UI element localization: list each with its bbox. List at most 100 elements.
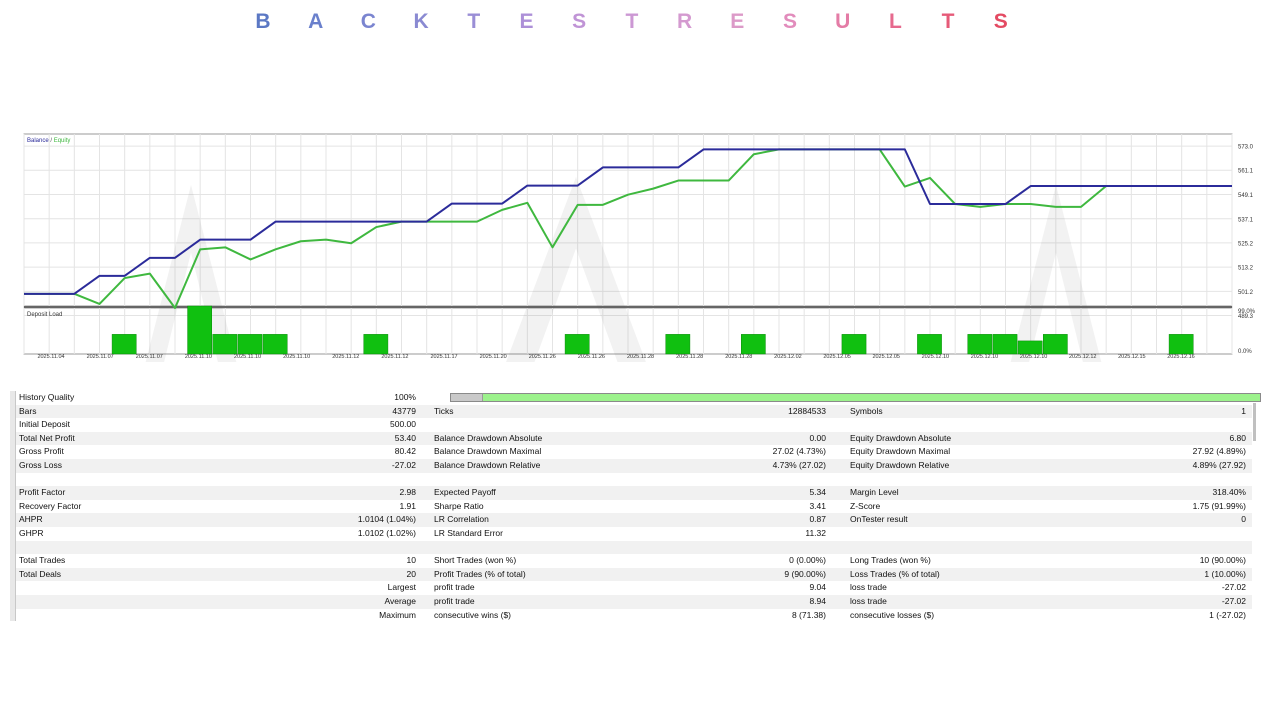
stat-row: GHPR 1.0102 (1.02%) LR Standard Error 11.32 bbox=[16, 527, 1252, 541]
stat-value: 27.02 (4.73%) bbox=[772, 446, 826, 457]
deposit-load-bar bbox=[564, 334, 590, 355]
stat-value bbox=[1126, 418, 1246, 432]
watermark-shape bbox=[145, 185, 237, 362]
stat-label: Total Trades bbox=[19, 555, 66, 566]
scrollbar[interactable] bbox=[1253, 403, 1256, 441]
deposit-load-bar bbox=[967, 334, 993, 355]
stat-value: 11.32 bbox=[805, 528, 826, 538]
stat-value: 1.75 (91.99%) bbox=[1192, 500, 1246, 511]
stat-row: Gross Profit 80.42 Balance Drawdown Maxima… bbox=[16, 445, 1252, 459]
history-quality-label: History Quality bbox=[19, 392, 75, 402]
chart-legend: Balance / Equity bbox=[27, 138, 70, 144]
stat-value: 43779 bbox=[392, 405, 416, 416]
stat-label: loss trade bbox=[850, 596, 887, 606]
stat-label: Expected Payoff bbox=[434, 487, 496, 498]
deposit-load-bar bbox=[111, 334, 137, 355]
stat-label: Equity Drawdown Maximal bbox=[850, 446, 951, 457]
stat-label: profit trade bbox=[434, 582, 475, 593]
stat-value: 8.94 bbox=[809, 596, 826, 606]
x-tick-label: 2025.12.15 bbox=[1118, 354, 1146, 360]
stat-label: Gross Profit bbox=[19, 446, 64, 457]
history-quality-value: 100% bbox=[394, 392, 416, 402]
stat-value: 1.91 bbox=[399, 500, 416, 511]
x-tick-label: 2025.11.12 bbox=[332, 354, 359, 360]
stat-label bbox=[19, 595, 169, 609]
stat-value: 8 (71.38) bbox=[791, 609, 826, 620]
stat-row: Total Deals 20 Profit Trades (% of total) 9… bbox=[16, 567, 1252, 582]
deposit-load-bar bbox=[665, 334, 691, 355]
stat-value: -27.02 bbox=[1221, 596, 1246, 606]
y-tick-label: 525.2 bbox=[1238, 241, 1254, 247]
stat-value: 9.04 bbox=[809, 582, 826, 593]
stat-row: Initial Deposit 500.00 bbox=[16, 418, 1252, 432]
stat-label: Profit Trades (% of total) bbox=[434, 568, 526, 579]
title-letter: A bbox=[308, 10, 324, 33]
stat-value: 12884533 bbox=[788, 405, 826, 416]
x-tick-label: 2025.11.20 bbox=[480, 354, 507, 360]
stat-value: 318.40% bbox=[1212, 487, 1246, 498]
stat-row: Recovery Factor 1.91 Sharpe Ratio 3.41 Z-Sco… bbox=[16, 500, 1252, 514]
tester-panel-edge bbox=[10, 391, 16, 621]
title-letter: C bbox=[360, 10, 376, 33]
stat-label bbox=[434, 541, 634, 555]
x-tick-label: 2025.12.10 bbox=[1020, 354, 1048, 360]
stat-value: 9 (90.00%) bbox=[784, 568, 826, 579]
stat-label: Balance Drawdown Relative bbox=[434, 460, 541, 470]
stat-row: Total Net Profit 53.40 Balance Drawdown Ab… bbox=[16, 431, 1252, 446]
legend-equity: Equity bbox=[54, 138, 71, 144]
deposit-load-bar bbox=[992, 334, 1018, 355]
deposit-load-bar bbox=[187, 305, 212, 355]
title-letter: E bbox=[730, 10, 745, 33]
stat-label bbox=[19, 473, 169, 487]
stat-label: Loss Trades (% of total) bbox=[850, 568, 940, 579]
x-tick-label: 2025.11.07 bbox=[136, 354, 163, 360]
x-tick-label: 2025.11.07 bbox=[87, 354, 114, 360]
deposit-load-bar bbox=[1168, 334, 1194, 355]
stat-value: 10 (90.00%) bbox=[1199, 555, 1246, 566]
x-tick-label: 2025.12.05 bbox=[823, 354, 851, 360]
stat-value: 2.98 bbox=[399, 487, 416, 498]
deposit-load-bar bbox=[212, 334, 238, 355]
stat-label: profit trade bbox=[434, 596, 475, 606]
stat-value: -27.02 bbox=[391, 460, 416, 470]
stat-value: 1 bbox=[1241, 405, 1246, 416]
deposit-load-tick: 0.0% bbox=[1238, 349, 1252, 355]
title-letter: T bbox=[467, 10, 481, 33]
stat-label: AHPR bbox=[19, 514, 43, 525]
stat-value: 0 (0.00%) bbox=[789, 555, 826, 566]
title-letter: U bbox=[835, 10, 851, 33]
title-letter: K bbox=[413, 10, 429, 33]
deposit-load-bar bbox=[1017, 340, 1043, 355]
stat-label: GHPR bbox=[19, 528, 44, 538]
stat-label: OnTester result bbox=[850, 514, 908, 525]
stat-value: 0.87 bbox=[809, 514, 826, 525]
watermark-logo bbox=[1010, 185, 1102, 362]
stat-value bbox=[316, 473, 416, 487]
stat-label bbox=[850, 418, 1050, 432]
y-tick-label: 549.1 bbox=[1238, 193, 1254, 199]
stat-label: Initial Deposit bbox=[19, 419, 71, 430]
stat-value: 20 bbox=[406, 568, 416, 579]
watermark-shape bbox=[1010, 185, 1102, 362]
deposit-load-bar bbox=[841, 334, 867, 355]
stat-label: Equity Drawdown Relative bbox=[850, 460, 950, 470]
stat-value: Maximum bbox=[379, 609, 416, 620]
watermark-logo bbox=[506, 177, 646, 362]
stat-label: Ticks bbox=[434, 405, 454, 416]
stat-label bbox=[850, 541, 1050, 555]
x-tick-label: 2025.11.12 bbox=[381, 354, 408, 360]
x-tick-label: 2025.11.28 bbox=[725, 354, 752, 360]
stat-value: 0.00 bbox=[809, 432, 826, 443]
stat-value bbox=[1126, 473, 1246, 487]
stat-value bbox=[316, 541, 416, 555]
title-letter: S bbox=[782, 10, 798, 33]
stat-label: Balance Drawdown Maximal bbox=[434, 446, 542, 457]
x-tick-label: 2025.11.04 bbox=[37, 354, 64, 360]
stat-label: Margin Level bbox=[850, 487, 899, 498]
y-tick-label: 489.3 bbox=[1238, 314, 1254, 320]
stat-row: Average profit trade 8.94 loss trade -27.02 bbox=[16, 595, 1252, 609]
stat-value: 1.0104 (1.04%) bbox=[357, 514, 416, 525]
x-tick-label: 2025.11.28 bbox=[676, 354, 703, 360]
stat-value: 6.80 bbox=[1229, 432, 1246, 443]
stat-row: AHPR 1.0104 (1.04%) LR Correlation 0.87 OnTe… bbox=[16, 513, 1252, 527]
